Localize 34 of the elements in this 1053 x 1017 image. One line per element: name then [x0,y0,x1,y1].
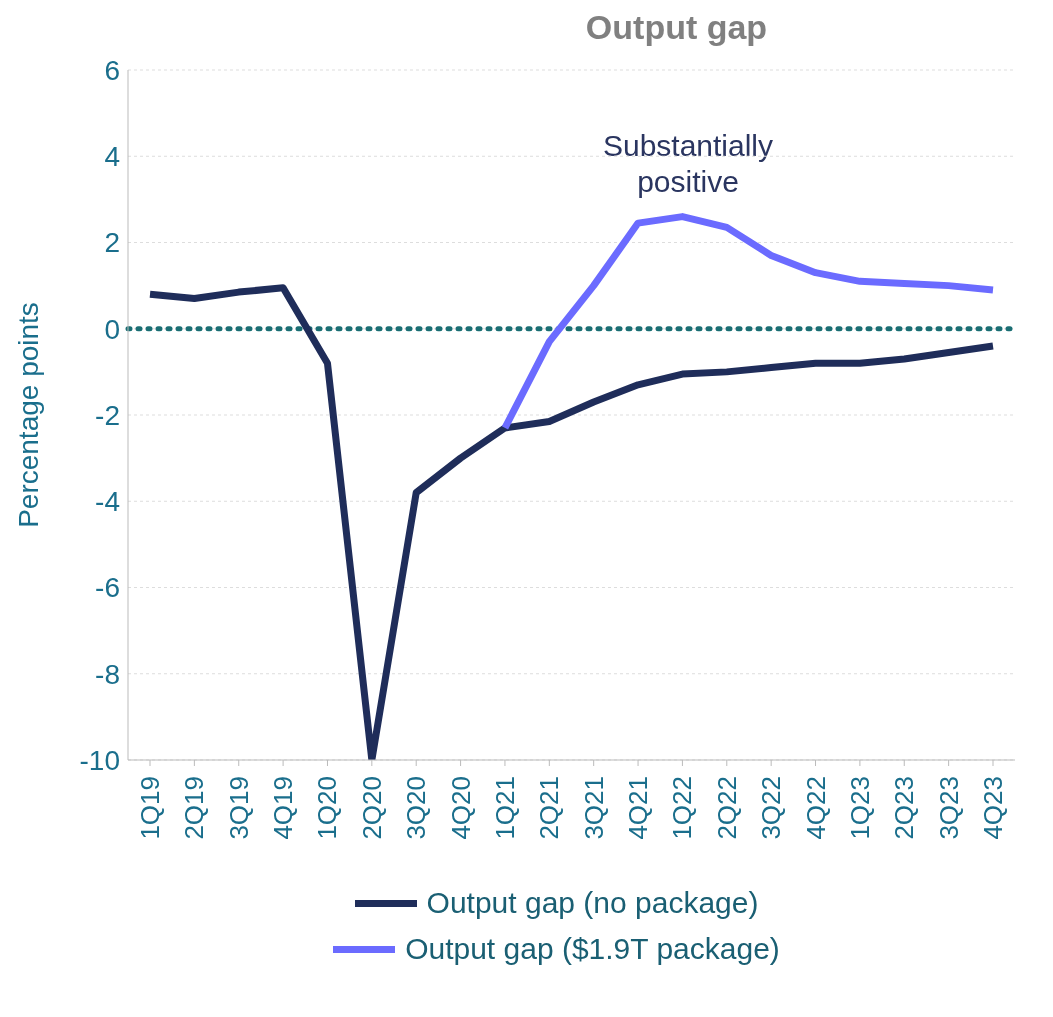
y-tick-label: -4 [95,486,120,518]
x-tick-label: 4Q23 [978,776,1008,840]
y-tick-label: -8 [95,658,120,690]
x-tick-label: 2Q20 [356,776,387,840]
x-tick-label: 2Q22 [711,776,742,840]
y-tick-label: 0 [104,313,120,345]
chart-title: Output gap [584,8,769,48]
x-tick-label: 1Q19 [135,776,165,840]
y-tick-label: 4 [104,141,120,173]
y-axis-title: Percentage points [12,302,44,528]
x-tick-label: 3Q23 [933,776,964,840]
x-tick-label: 3Q21 [578,776,609,840]
x-tick-label: 2Q21 [534,776,565,840]
x-tick-label: 2Q23 [889,776,920,840]
y-tick-label: -10 [79,744,120,776]
y-tick-label: -2 [95,399,120,431]
legend-label: Output gap (no package) [425,886,759,920]
x-tick-label: 4Q20 [445,776,476,840]
x-tick-label: 3Q19 [223,776,254,840]
x-tick-label: 4Q22 [800,776,831,840]
x-tick-label: 1Q21 [489,776,520,840]
x-tick-label: 2Q19 [179,776,210,840]
y-tick-label: 6 [104,54,120,86]
x-tick-label: 4Q19 [268,776,299,840]
legend-label: Output gap ($1.9T package) [404,932,780,966]
x-tick-label: 1Q20 [312,776,343,840]
x-tick-label: 3Q22 [756,776,787,840]
y-tick-label: -6 [95,572,120,604]
x-tick-label: 1Q23 [844,776,875,840]
annotation: Substantially positive [601,128,775,200]
y-tick-label: 2 [104,227,120,259]
x-tick-label: 1Q22 [667,776,698,840]
x-tick-label: 3Q20 [401,776,432,840]
x-tick-label: 4Q21 [623,776,654,840]
